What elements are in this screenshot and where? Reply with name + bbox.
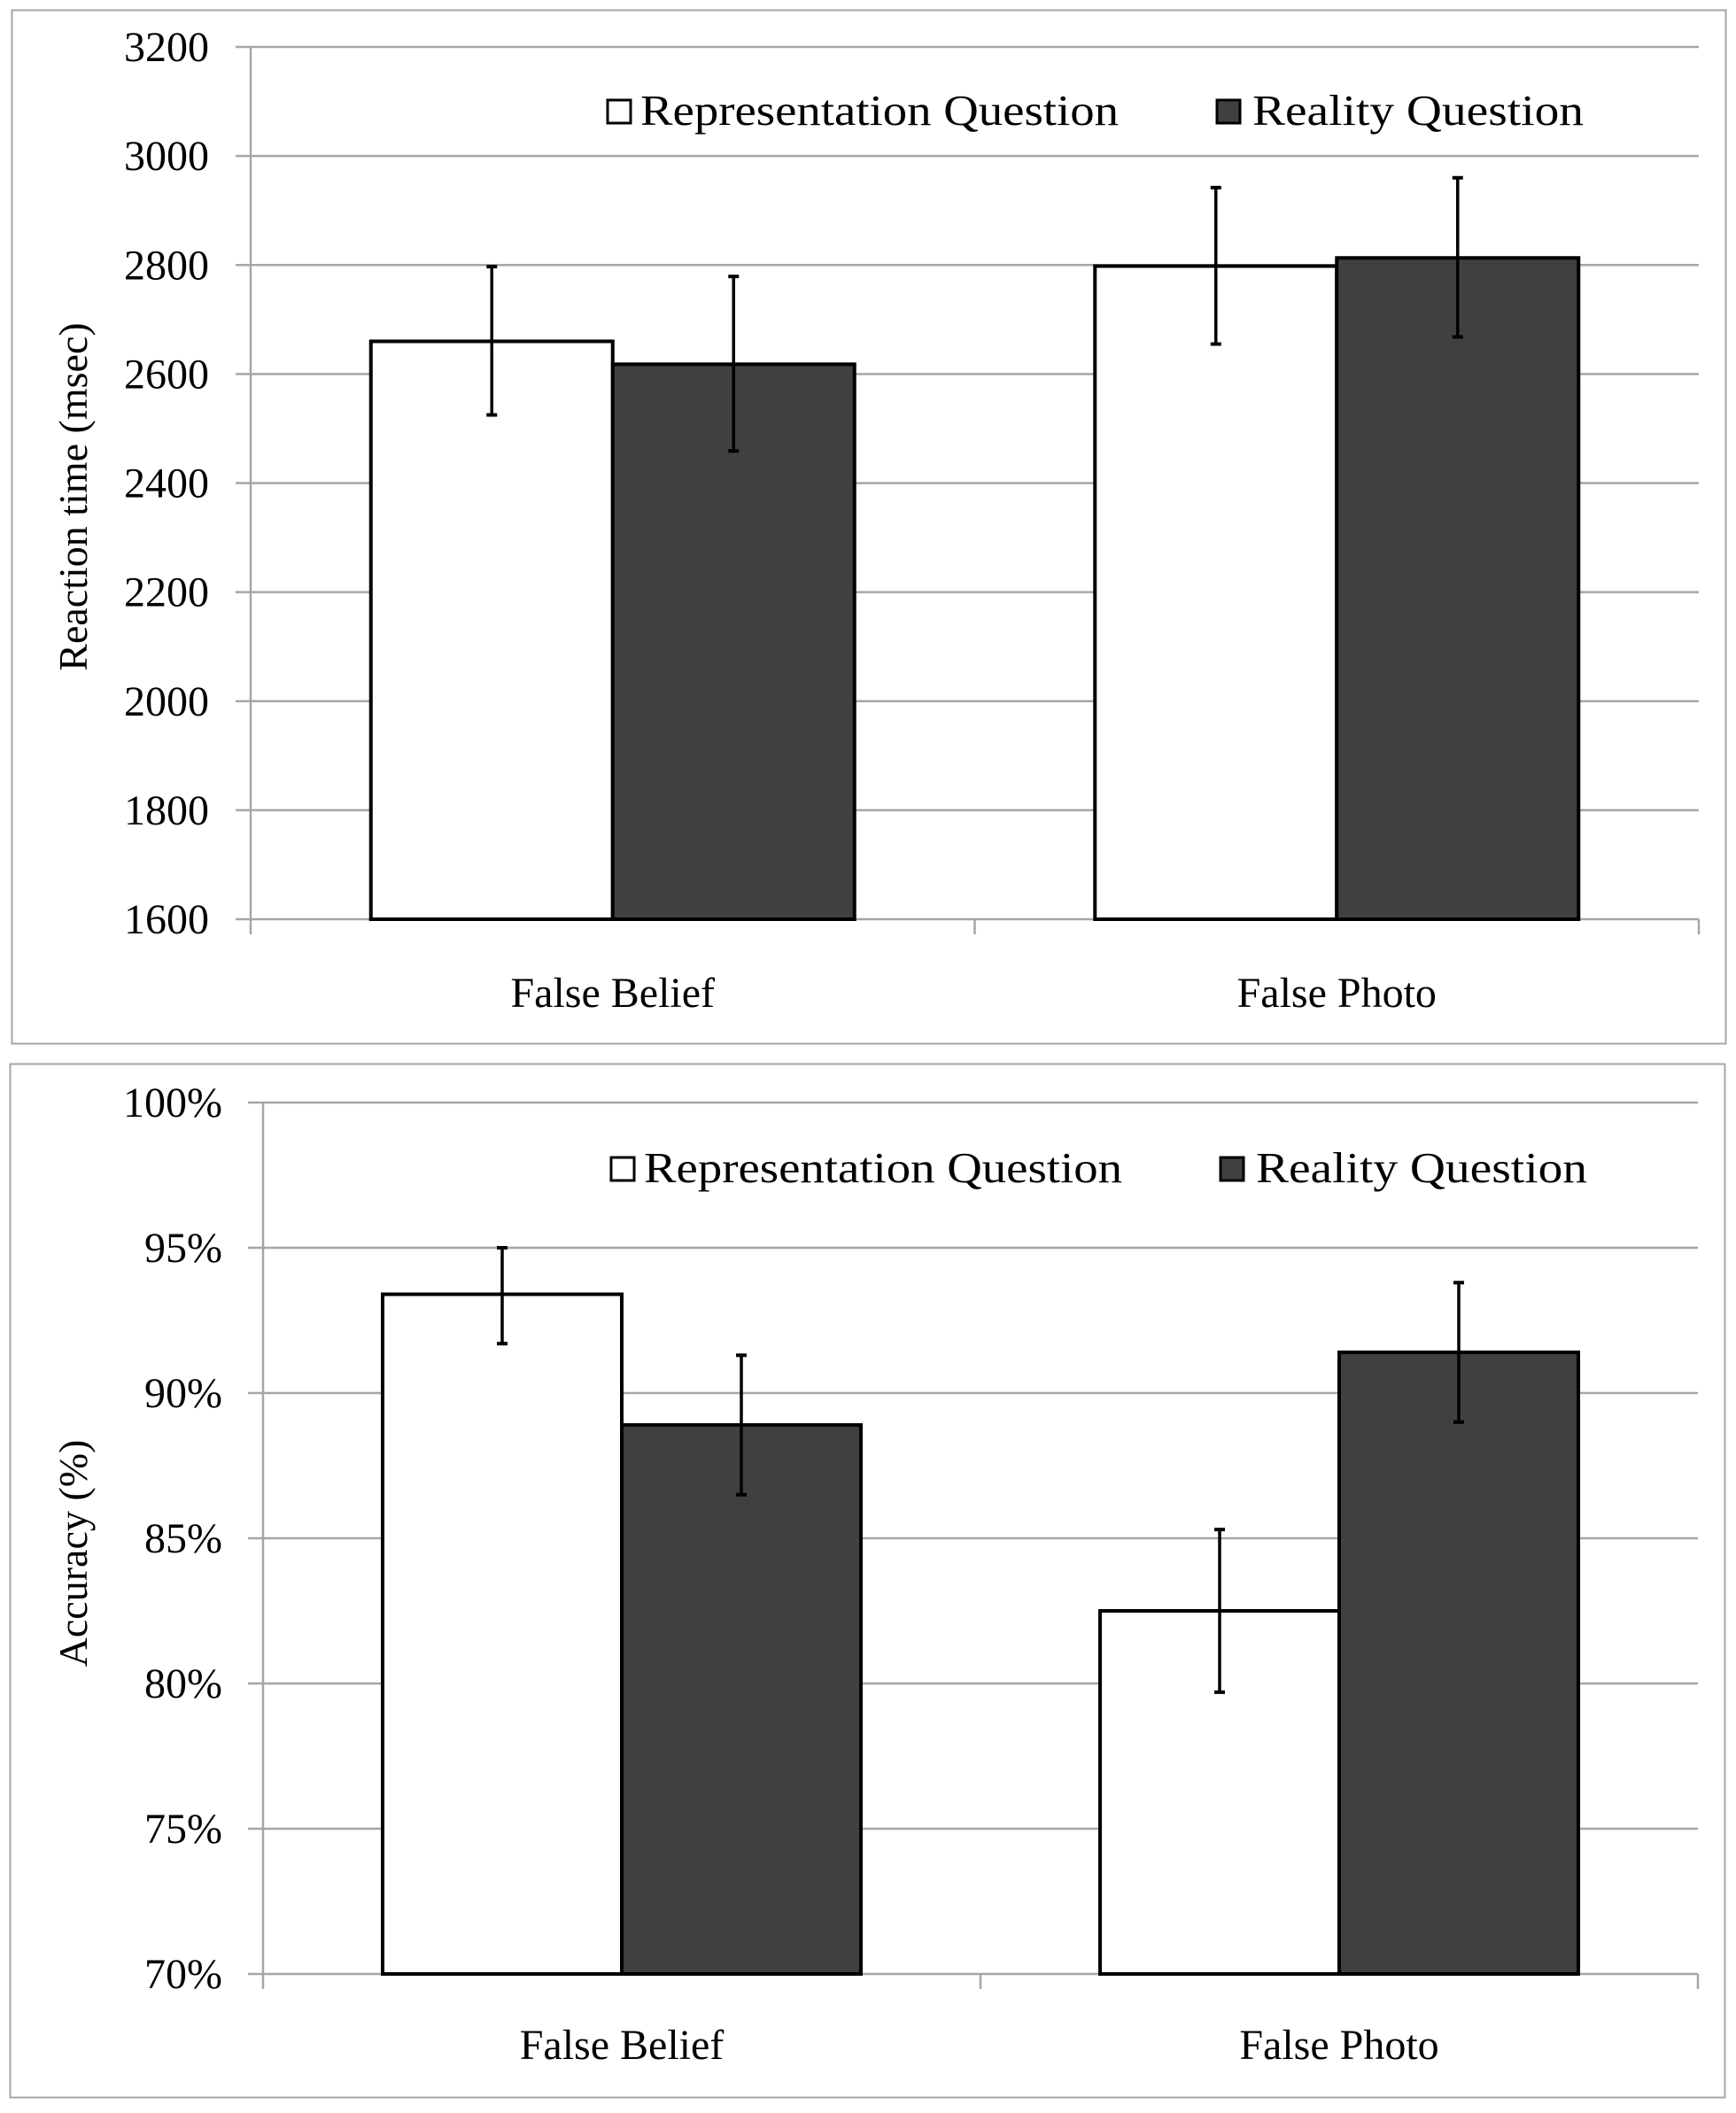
y-tick-label: 1800 (124, 787, 209, 834)
legend: Representation Question Reality Question (606, 86, 1584, 135)
category-label: False Photo (1237, 970, 1437, 1017)
bar-reality-false-belief (610, 362, 856, 921)
y-tick-label: 3000 (124, 133, 209, 180)
error-bar (1452, 175, 1463, 339)
bar-reality-false-photo (1337, 1351, 1580, 1976)
y-tick-label: 85% (144, 1515, 222, 1562)
y-tick-label: 90% (144, 1370, 222, 1417)
y-tick-label: 75% (144, 1806, 222, 1853)
legend-label: Reality Question (1256, 1143, 1587, 1192)
y-tick-label: 95% (144, 1225, 222, 1272)
y-tick-label: 3200 (124, 24, 209, 71)
y-axis-title: Accuracy (%) (50, 1440, 96, 1668)
bar-reality-false-belief (620, 1423, 863, 1976)
error-bar (497, 1246, 508, 1346)
legend-label: Representation Question (644, 1143, 1122, 1192)
error-bar (1210, 185, 1221, 346)
y-tick-label: 70% (144, 1951, 222, 1998)
legend: Representation Question Reality Question (609, 1143, 1587, 1192)
category-label: False Belief (510, 970, 715, 1017)
error-bar (736, 1353, 747, 1497)
dark-square-icon (1219, 1156, 1245, 1182)
chart-panel-1: 1600 1800 2000 2200 2400 2600 2800 3000 3200 Fals… (11, 9, 1727, 1045)
bar-reality-false-photo (1335, 256, 1581, 921)
bar-representation-false-belief (381, 1292, 624, 1976)
bar-representation-false-belief (368, 339, 615, 921)
error-bar (1214, 1528, 1225, 1694)
white-square-icon (606, 98, 632, 125)
dark-square-icon (1215, 98, 1242, 125)
error-bar (486, 265, 498, 417)
y-tick-label: 2800 (124, 242, 209, 289)
legend-label: Representation Question (640, 86, 1119, 135)
category-label: False Photo (1239, 2022, 1438, 2069)
y-axis-title: Reaction time (msec) (50, 322, 96, 670)
bar-representation-false-photo (1093, 264, 1339, 921)
error-bar (728, 275, 740, 453)
legend-label: Reality Question (1252, 86, 1584, 135)
category-label: False Belief (520, 2022, 725, 2069)
error-bar (1453, 1281, 1464, 1424)
y-tick-label: 2600 (124, 351, 209, 398)
y-tick-label: 2200 (124, 569, 209, 616)
chart-panel-2: 70% 75% 80% 85% 90% 95% 100% False Belief False … (9, 1063, 1726, 2099)
y-tick-label: 2400 (124, 461, 209, 507)
y-tick-label: 100% (123, 1080, 222, 1126)
y-tick-label: 2000 (124, 678, 209, 725)
white-square-icon (609, 1156, 636, 1182)
y-tick-label: 1600 (124, 896, 209, 943)
y-tick-label: 80% (144, 1660, 222, 1707)
